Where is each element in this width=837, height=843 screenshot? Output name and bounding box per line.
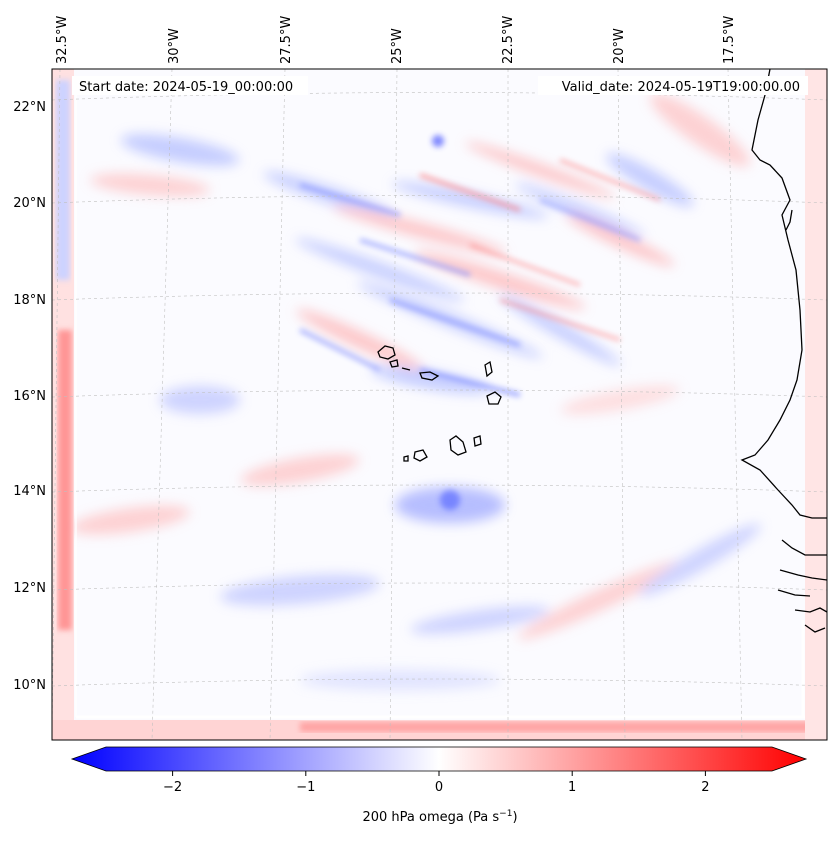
lon-label: 22.5°W (501, 16, 516, 64)
boundary-zone (52, 69, 827, 740)
valid-date-label: Valid_date: 2024-05-19T19:00:00.00 (562, 80, 800, 95)
colorbar-tick-label: −2 (163, 780, 182, 795)
colorbar-ticks: −2 −1 0 1 2 (163, 771, 710, 795)
start-date-box (72, 76, 308, 95)
map-frame (51, 68, 828, 741)
lat-labels: 22°N 20°N 18°N 16°N 14°N 12°N 10°N (13, 100, 46, 693)
lat-label: 22°N (13, 100, 46, 115)
lon-label: 30°W (167, 28, 182, 64)
lat-label: 20°N (13, 196, 46, 211)
lon-label: 17.5°W (722, 16, 737, 64)
colorbar-label: 200 hPa omega (Pa s−1) (362, 809, 517, 825)
lon-labels: 32.5°W 30°W 27.5°W 25°W 22.5°W 20°W 17.5… (55, 16, 737, 64)
lat-label: 16°N (13, 389, 46, 404)
start-date-label: Start date: 2024-05-19_00:00:00 (79, 80, 293, 95)
colorbar-tick-label: −1 (296, 780, 315, 795)
lat-label: 18°N (13, 293, 46, 308)
lat-label: 10°N (13, 678, 46, 693)
colorbar-tick-label: 0 (435, 780, 443, 795)
lon-label: 25°W (390, 28, 405, 64)
lat-label: 14°N (13, 484, 46, 499)
colorbar-tick-label: 1 (568, 780, 576, 795)
lon-label: 32.5°W (55, 16, 70, 64)
lon-label: 27.5°W (279, 16, 294, 64)
colorbar: −2 −1 0 1 2 200 hPa omega (Pa s−1) (70, 746, 808, 825)
lat-label: 12°N (13, 581, 46, 596)
graticule (52, 69, 827, 740)
colorbar-tick-label: 2 (701, 780, 709, 795)
lon-label: 20°W (612, 28, 627, 64)
omega-field (52, 69, 827, 740)
valid-date-box (538, 76, 808, 95)
colorbar-body (70, 746, 808, 772)
coastlines (377, 69, 827, 633)
